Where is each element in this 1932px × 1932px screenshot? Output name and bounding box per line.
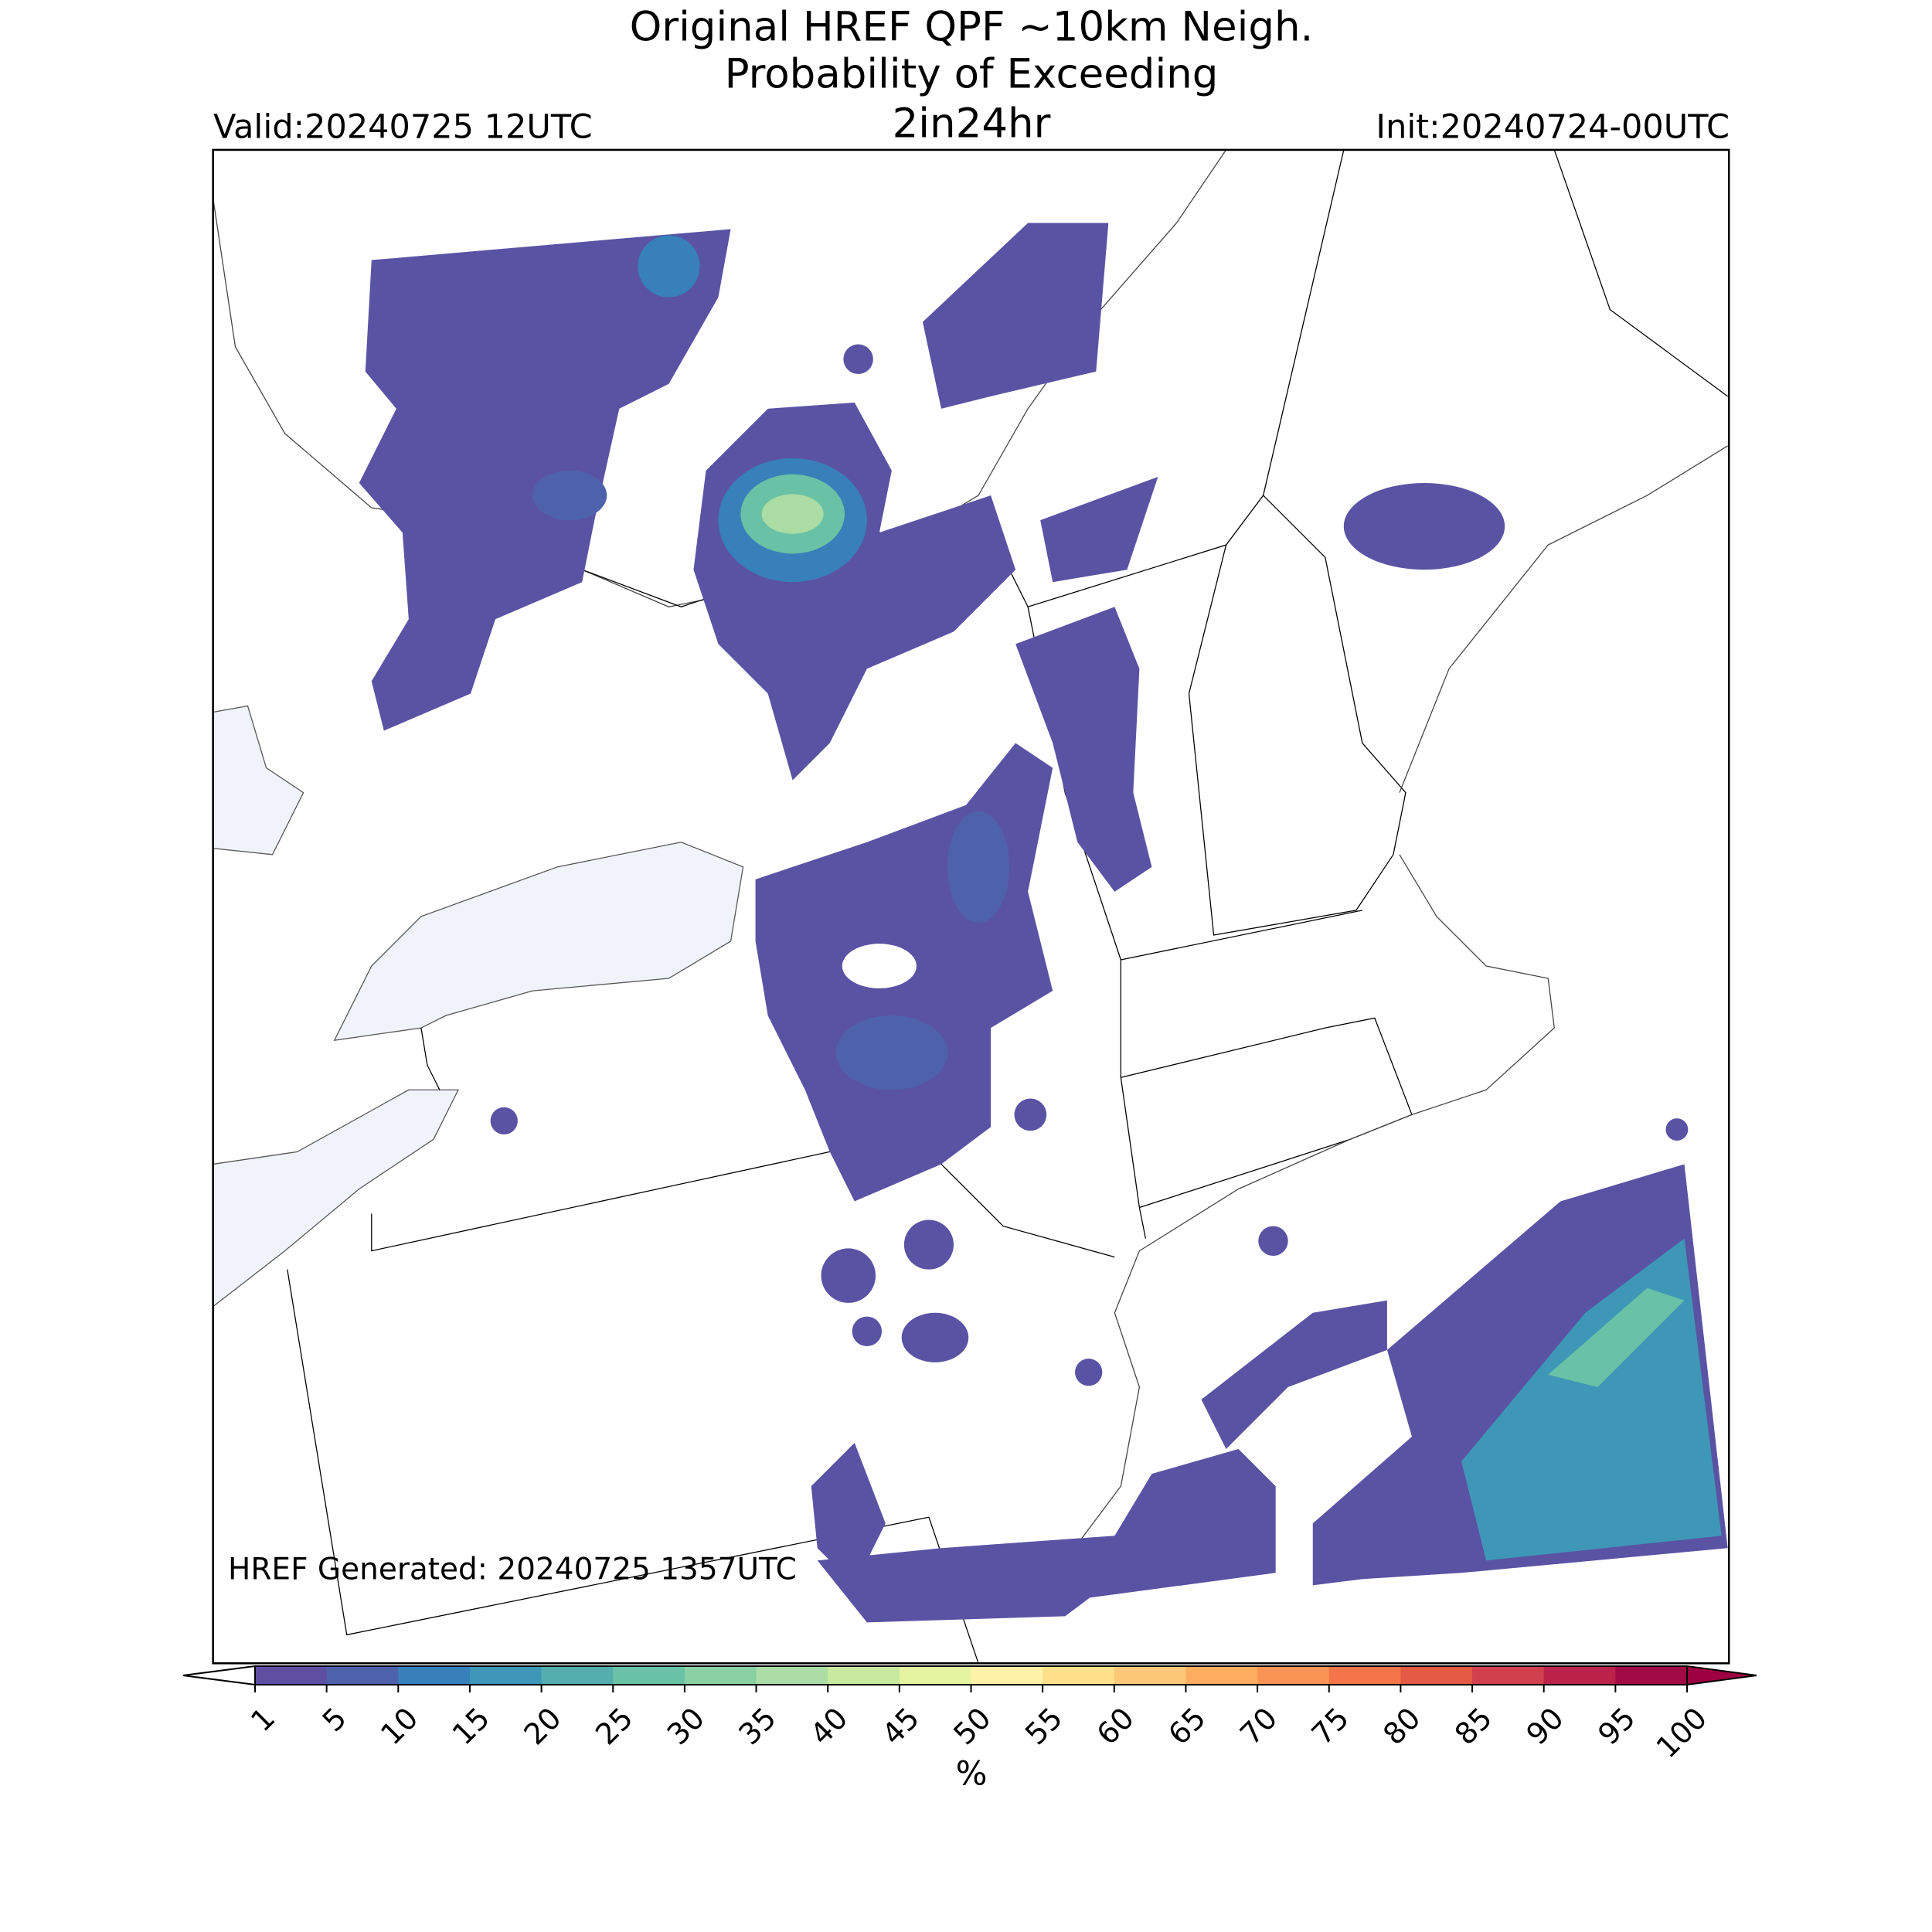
colorbar-swatch [541, 1666, 614, 1685]
border [1121, 910, 1413, 1209]
probability-area [843, 344, 873, 374]
coast [866, 854, 1555, 1611]
coast [1399, 445, 1728, 793]
probability-area [1548, 1287, 1685, 1387]
colorbar-swatch [255, 1666, 328, 1685]
probability-area [821, 1248, 876, 1303]
colorbar-swatch [971, 1666, 1043, 1685]
probability-area [1665, 1118, 1689, 1141]
probability-area [1343, 483, 1505, 570]
valid-time: Valid:20240725 12UTC [213, 108, 593, 147]
probability-area [811, 1443, 886, 1586]
colorbar-swatch [828, 1666, 900, 1685]
probability-area [1014, 1098, 1047, 1131]
probability-area [638, 235, 700, 298]
probability-area [1258, 1226, 1288, 1257]
generated-note: HREF Generated: 20240725 1357UTC [228, 1553, 797, 1587]
probability-area [903, 1219, 954, 1270]
colorbar-swatch [1543, 1666, 1616, 1685]
init-time: Init:20240724-00UTC [1376, 108, 1730, 147]
colorbar-label: % [956, 1755, 988, 1794]
colorbar-swatch [1472, 1666, 1545, 1685]
subtitle: 2in24hr [893, 100, 1051, 148]
colorbar-swatch [899, 1666, 971, 1685]
title: Original HREF QPF ~10km Neigh. [630, 4, 1314, 51]
colorbar-swatch [1257, 1666, 1330, 1685]
title: Probability of Exceeding [725, 51, 1219, 98]
probability-area [852, 1316, 883, 1347]
lake [213, 1089, 459, 1308]
probability-area [835, 1015, 947, 1090]
colorbar-swatch [1114, 1666, 1186, 1685]
colorbar-swatch [613, 1666, 685, 1685]
colorbar-swatch [1615, 1666, 1688, 1685]
probability-area [817, 1449, 1276, 1623]
probability-area [1075, 1359, 1103, 1386]
colorbar-swatch [326, 1666, 399, 1685]
colorbar-swatch [1328, 1666, 1401, 1685]
colorbar-swatch [1185, 1666, 1258, 1685]
colorbar-swatch [1043, 1666, 1115, 1685]
map [212, 148, 1730, 1665]
colorbar-swatch [684, 1666, 757, 1685]
probability-area [532, 470, 607, 521]
border [1188, 495, 1406, 936]
border [1553, 149, 1729, 397]
probability-area [761, 494, 824, 534]
probability-area [922, 223, 1109, 409]
probability-area [901, 1312, 969, 1362]
lake [213, 705, 304, 855]
lake [333, 842, 744, 1041]
probability-area [1201, 1300, 1387, 1450]
colorbar-swatch [756, 1666, 828, 1685]
probability-area [947, 811, 1010, 923]
probability-area [1040, 477, 1158, 583]
map-frame [212, 148, 1730, 1665]
probability-area [490, 1107, 518, 1134]
gap [842, 944, 917, 988]
colorbar-swatch [469, 1666, 543, 1685]
colorbar-swatch [1400, 1666, 1473, 1685]
colorbar-swatch [398, 1666, 471, 1685]
probability-area [1015, 607, 1152, 892]
